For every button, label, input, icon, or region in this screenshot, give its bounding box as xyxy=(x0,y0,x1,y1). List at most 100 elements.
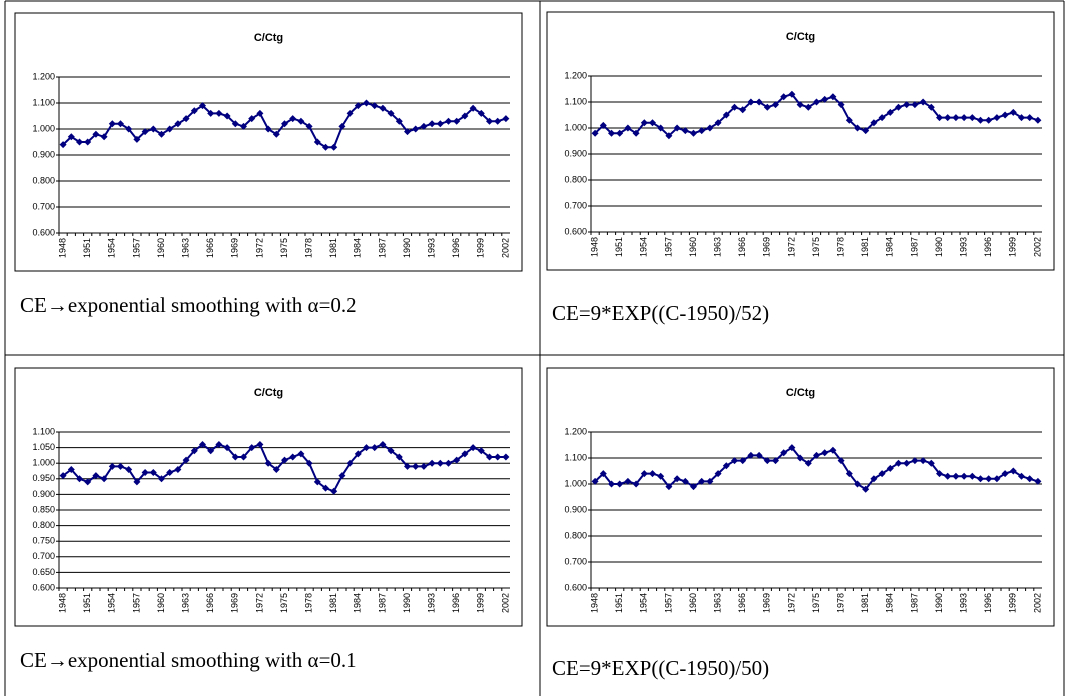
data-point xyxy=(796,454,804,462)
data-point xyxy=(215,109,223,117)
data-point xyxy=(813,98,820,106)
data-point xyxy=(722,462,730,470)
x-tick-label: 1966 xyxy=(205,238,215,258)
data-point xyxy=(494,117,502,125)
chart-title: C/Ctg xyxy=(254,387,283,399)
x-tick-label: 1999 xyxy=(476,593,486,613)
data-point xyxy=(264,125,272,133)
chart: C/Ctg 0.600 0.700 0.800 0.900 1.000 1.100 1.200… xyxy=(546,11,1055,271)
data-point xyxy=(477,447,485,455)
y-tick-label: 1.200 xyxy=(32,71,55,81)
data-point xyxy=(780,93,788,101)
data-point xyxy=(289,453,297,461)
data-point xyxy=(673,124,681,132)
x-tick-label: 1975 xyxy=(279,593,289,613)
data-point xyxy=(624,124,632,132)
data-point xyxy=(117,462,124,470)
data-point xyxy=(927,459,935,467)
data-point xyxy=(166,469,174,477)
data-point xyxy=(936,114,943,122)
caption: CE→exponential smoothing with α=0.1 xyxy=(20,648,357,672)
x-tick-label: 1972 xyxy=(254,238,264,258)
y-tick-label: 0.900 xyxy=(564,504,587,514)
data-point xyxy=(649,119,656,127)
x-tick-label: 1981 xyxy=(860,237,870,257)
x-tick-label: 1951 xyxy=(82,593,92,613)
x-tick-label: 1978 xyxy=(835,593,845,613)
x-tick-label: 1963 xyxy=(712,237,722,257)
y-tick-label: 0.850 xyxy=(32,504,55,514)
data-point xyxy=(591,477,599,485)
y-tick-label: 0.950 xyxy=(32,473,55,483)
x-tick-label: 1987 xyxy=(909,593,919,613)
x-tick-label: 1951 xyxy=(614,237,624,257)
x-tick-label: 1966 xyxy=(737,237,747,257)
data-point xyxy=(174,465,182,473)
data-point xyxy=(289,115,297,123)
data-point xyxy=(346,459,354,467)
data-point xyxy=(174,120,182,128)
data-point xyxy=(117,120,124,128)
data-point xyxy=(240,122,247,130)
data-point xyxy=(477,109,485,117)
x-tick-label: 1981 xyxy=(860,593,870,613)
data-point xyxy=(420,462,428,470)
data-point xyxy=(494,453,502,461)
x-tick-label: 1999 xyxy=(1008,593,1018,613)
data-point xyxy=(92,472,100,480)
chart-title: C/Ctg xyxy=(254,32,283,44)
data-point xyxy=(436,459,444,467)
x-tick-label: 1960 xyxy=(156,238,166,258)
data-point xyxy=(371,102,379,110)
x-tick-label: 1993 xyxy=(958,593,968,613)
data-point xyxy=(379,440,387,448)
chart: C/Ctg 0.600 0.700 0.800 0.900 1.000 1.100 1.200… xyxy=(14,12,523,272)
data-point xyxy=(338,472,346,480)
data-point xyxy=(436,120,444,128)
data-point xyxy=(739,457,747,465)
data-point xyxy=(813,451,820,459)
data-point xyxy=(92,130,100,138)
data-point xyxy=(886,108,894,116)
x-tick-label: 1960 xyxy=(156,593,166,613)
data-point xyxy=(763,457,771,465)
y-tick-label: 0.600 xyxy=(564,582,587,592)
data-point xyxy=(395,453,403,461)
chart-frame xyxy=(14,12,523,272)
data-point xyxy=(903,101,911,109)
chart-frame xyxy=(546,11,1055,271)
data-point xyxy=(199,440,206,448)
x-tick-label: 1972 xyxy=(254,593,264,613)
data-point xyxy=(927,103,935,111)
data-point xyxy=(248,444,256,452)
data-point xyxy=(608,129,615,137)
x-tick-label: 1990 xyxy=(402,593,412,613)
caption: CE=9*EXP((C-1950)/52) xyxy=(552,301,769,325)
data-point xyxy=(821,449,829,457)
data-point xyxy=(354,450,362,458)
data-point xyxy=(256,440,264,448)
data-point xyxy=(223,444,231,452)
y-tick-label: 0.800 xyxy=(32,520,55,530)
y-tick-label: 1.000 xyxy=(32,458,55,468)
y-tick-label: 0.900 xyxy=(32,489,55,499)
data-point xyxy=(199,102,206,110)
data-point xyxy=(469,104,477,112)
data-point xyxy=(149,469,157,477)
x-tick-label: 1975 xyxy=(811,593,821,613)
data-point xyxy=(763,103,771,111)
data-point xyxy=(993,114,1001,122)
data-point xyxy=(681,477,689,485)
data-point xyxy=(453,117,461,125)
data-point xyxy=(108,120,116,128)
data-point xyxy=(640,119,648,127)
data-point xyxy=(445,117,452,125)
data-point xyxy=(330,143,338,151)
data-point xyxy=(256,109,264,117)
data-point xyxy=(363,444,370,452)
x-tick-label: 2002 xyxy=(1032,593,1042,613)
x-tick-label: 1951 xyxy=(82,238,92,258)
data-point xyxy=(371,444,379,452)
x-tick-label: 1972 xyxy=(786,593,796,613)
x-tick-label: 1996 xyxy=(451,593,461,613)
